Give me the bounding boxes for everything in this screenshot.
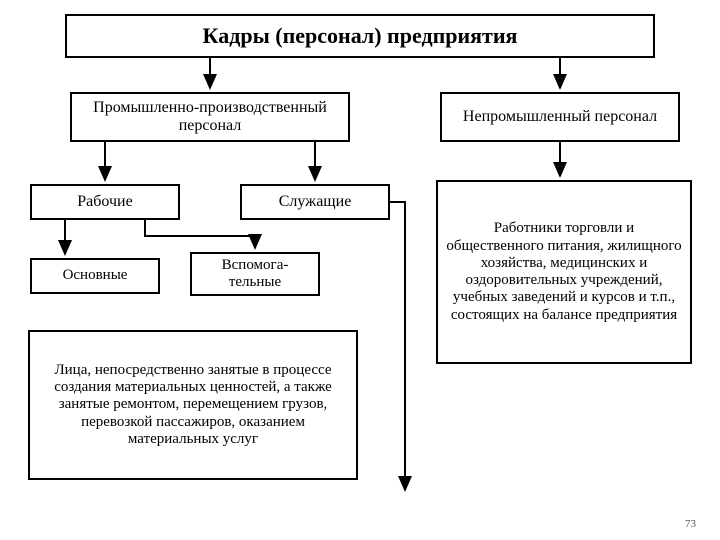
node-workers: Рабочие — [30, 184, 180, 220]
node-nonind-desc-text: Работники торговли и общественного питан… — [446, 220, 682, 324]
node-workers-text: Рабочие — [77, 193, 132, 211]
node-nonindustrial-text: Непромышленный персонал — [463, 108, 657, 126]
node-nonind-desc: Работники торговли и общественного питан… — [436, 180, 692, 364]
node-primary-text: Основные — [63, 267, 128, 284]
node-workers-desc-text: Лица, непосредственно занятые в процессе… — [38, 362, 348, 448]
node-employees: Служащие — [240, 184, 390, 220]
node-primary: Основные — [30, 258, 160, 294]
node-workers-desc: Лица, непосредственно занятые в процессе… — [28, 330, 358, 480]
node-nonindustrial: Непромышленный персонал — [440, 92, 680, 142]
node-industrial-text: Промышленно-производственный персонал — [80, 99, 340, 136]
node-auxiliary: Вспомога-тельные — [190, 252, 320, 296]
node-title-text: Кадры (персонал) предприятия — [203, 23, 518, 48]
node-auxiliary-text: Вспомога-тельные — [200, 257, 310, 292]
node-employees-text: Служащие — [279, 193, 352, 211]
node-industrial: Промышленно-производственный персонал — [70, 92, 350, 142]
page-number: 73 — [685, 518, 696, 530]
node-title: Кадры (персонал) предприятия — [65, 14, 655, 58]
